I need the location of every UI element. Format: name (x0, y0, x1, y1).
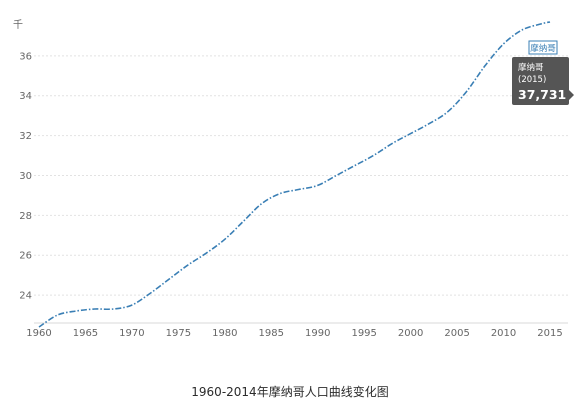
series-end-label-text: 摩纳哥 (530, 43, 556, 54)
tooltip-pointer (569, 90, 574, 100)
x-tick-label: 1990 (305, 328, 330, 339)
x-tick-label: 1960 (26, 328, 51, 339)
chart-caption: 1960-2014年摩纳哥人口曲线变化图 (191, 385, 389, 399)
y-unit-label: 千 (13, 19, 23, 31)
tooltip-year: (2015) (518, 75, 546, 85)
x-tick-label: 1985 (259, 328, 284, 339)
y-tick-label: 28 (19, 211, 32, 222)
y-tick-label: 36 (19, 51, 32, 62)
y-tick-label: 34 (19, 91, 32, 102)
tooltip-box (512, 57, 569, 105)
y-tick-label: 32 (19, 131, 32, 142)
series-line-monaco (38, 21, 551, 328)
grid-lines (34, 55, 568, 296)
x-tick-label: 1995 (351, 328, 376, 339)
x-tick-label: 2000 (398, 328, 423, 339)
series-end-label: 摩纳哥 (528, 40, 558, 55)
x-tick-label: 2015 (537, 328, 562, 339)
x-tick-label: 1975 (166, 328, 191, 339)
x-tick-label: 1965 (73, 328, 98, 339)
y-tick-label: 24 (19, 291, 32, 302)
series-end-label-bg (528, 40, 558, 55)
y-axis-tick-labels: 24 26 28 30 32 34 36 (19, 51, 32, 301)
x-tick-label: 1980 (212, 328, 237, 339)
x-axis-tick-labels: 1960 1965 1970 1975 1980 1985 1990 1995 2000 2005… (26, 328, 562, 339)
y-tick-label: 30 (19, 171, 32, 182)
tooltip-value: 37,731 (518, 87, 566, 102)
y-tick-label: 26 (19, 251, 32, 262)
x-tick-label: 1970 (119, 328, 144, 339)
tooltip: 摩纳哥 (2015) 37,731 (512, 57, 574, 105)
x-tick-label: 2010 (491, 328, 516, 339)
tooltip-series-name: 摩纳哥 (518, 62, 544, 73)
x-tick-label: 2005 (444, 328, 469, 339)
chart-container: 24 26 28 30 32 34 36 1960 1965 1970 1975 1980 1985 1… (13, 19, 574, 339)
